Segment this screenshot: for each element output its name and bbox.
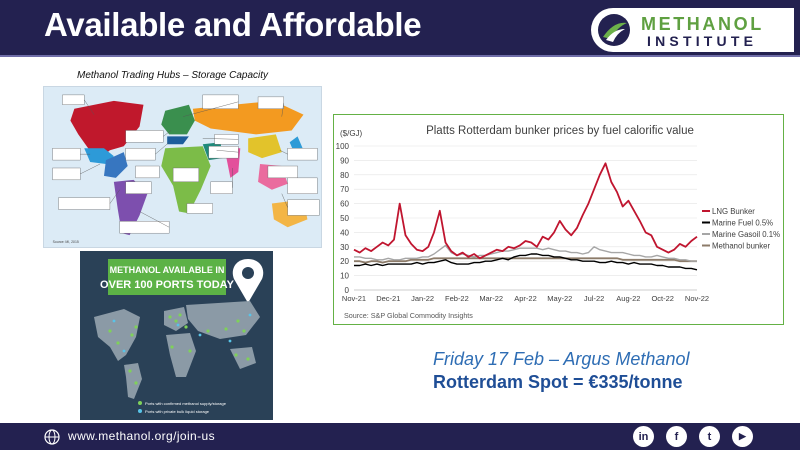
trading-hubs-map-graphic: Source: MI, 2015 bbox=[44, 87, 321, 247]
chart-source: Source: S&P Global Commodity Insights bbox=[344, 311, 473, 320]
chart-y-tick-label: 80 bbox=[340, 171, 349, 180]
twitter-icon[interactable]: t bbox=[699, 426, 720, 447]
chart-y-tick-label: 0 bbox=[345, 286, 350, 295]
trading-hubs-map: Source: MI, 2015 bbox=[43, 86, 322, 248]
chart-x-tick-label: Nov-21 bbox=[342, 294, 366, 303]
logo-text-institute: INSTITUTE bbox=[647, 33, 758, 49]
map-pin-icon bbox=[232, 259, 264, 303]
chart-x-tick-label: Mar-22 bbox=[479, 294, 503, 303]
ports-headline-2: OVER 100 PORTS TODAY bbox=[100, 279, 235, 291]
chart-y-axis-label: ($/GJ) bbox=[340, 129, 363, 138]
chart-series-line-lng-bunker bbox=[353, 162, 698, 260]
globe-icon bbox=[44, 429, 60, 445]
chart-title: Platts Rotterdam bunker prices by fuel c… bbox=[426, 125, 694, 137]
argus-date-line: Friday 17 Feb – Argus Methanol bbox=[433, 349, 690, 369]
chart-legend-label: Marine Gasoil 0.1% bbox=[712, 230, 780, 239]
chart-x-tick-label: Feb-22 bbox=[445, 294, 469, 303]
chart-series-line-marine-gasoil-0-1- bbox=[354, 244, 697, 262]
chart-x-tick-label: Jul-22 bbox=[584, 294, 604, 303]
footer-bar: www.methanol.org/join-us in f t ▶ bbox=[0, 423, 800, 450]
chart-y-tick-label: 60 bbox=[340, 200, 349, 209]
chart-y-tick-label: 100 bbox=[336, 142, 350, 151]
ports-legend-2: Ports with private bulk liquid storage bbox=[145, 409, 210, 414]
chart-x-tick-label: Aug-22 bbox=[616, 294, 640, 303]
linkedin-icon[interactable]: in bbox=[633, 426, 654, 447]
map1-caption: Methanol Trading Hubs – Storage Capacity bbox=[77, 70, 269, 81]
chart-x-tick-label: Apr-22 bbox=[514, 294, 537, 303]
chart-x-tick-label: May-22 bbox=[547, 294, 572, 303]
chart-y-tick-label: 50 bbox=[340, 214, 349, 223]
logo-mark-icon bbox=[598, 14, 630, 46]
chart-x-tick-label: Dec-21 bbox=[376, 294, 400, 303]
ports-headline-1: METHANOL AVAILABLE IN bbox=[110, 265, 225, 275]
chart-y-tick-label: 30 bbox=[340, 243, 349, 252]
header-bar: Available and Affordable METHANOL INSTIT… bbox=[0, 0, 800, 57]
slide-title: Available and Affordable bbox=[44, 6, 422, 43]
map1-source: Source: MI, 2015 bbox=[53, 240, 79, 244]
chart-legend-label: Marine Fuel 0.5% bbox=[712, 219, 773, 228]
chart-series-line-methanol-bunker bbox=[354, 257, 697, 264]
chart-y-tick-label: 90 bbox=[340, 156, 349, 165]
argus-price-line: Rotterdam Spot = €335/tonne bbox=[433, 372, 683, 392]
bunker-price-chart: Platts Rotterdam bunker prices by fuel c… bbox=[333, 114, 784, 325]
ports-legend-1: Ports with confirmed methanol supply/sto… bbox=[145, 401, 227, 406]
ports-map-graphic: METHANOL AVAILABLE IN OVER 100 PORTS TOD… bbox=[80, 251, 273, 420]
youtube-icon[interactable]: ▶ bbox=[732, 426, 753, 447]
chart-y-tick-label: 20 bbox=[340, 257, 349, 266]
chart-y-tick-label: 40 bbox=[340, 228, 349, 237]
chart-legend-label: Methanol bunker bbox=[712, 242, 770, 251]
footer-url-link[interactable]: www.methanol.org/join-us bbox=[68, 429, 215, 443]
bunker-price-chart-svg: Platts Rotterdam bunker prices by fuel c… bbox=[336, 125, 780, 320]
chart-x-tick-label: Nov-22 bbox=[685, 294, 709, 303]
chart-y-tick-label: 10 bbox=[340, 272, 349, 281]
chart-series-line-marine-fuel-0-5- bbox=[354, 253, 698, 271]
chart-x-tick-label: Jan-22 bbox=[411, 294, 434, 303]
logo-text-methanol: METHANOL bbox=[641, 14, 764, 34]
methanol-institute-logo[interactable]: METHANOL INSTITUTE bbox=[591, 8, 794, 52]
ports-map: METHANOL AVAILABLE IN OVER 100 PORTS TOD… bbox=[80, 251, 273, 420]
chart-y-tick-label: 70 bbox=[340, 185, 349, 194]
chart-x-tick-label: Oct-22 bbox=[651, 294, 674, 303]
chart-legend-label: LNG Bunker bbox=[712, 207, 755, 216]
facebook-icon[interactable]: f bbox=[666, 426, 687, 447]
